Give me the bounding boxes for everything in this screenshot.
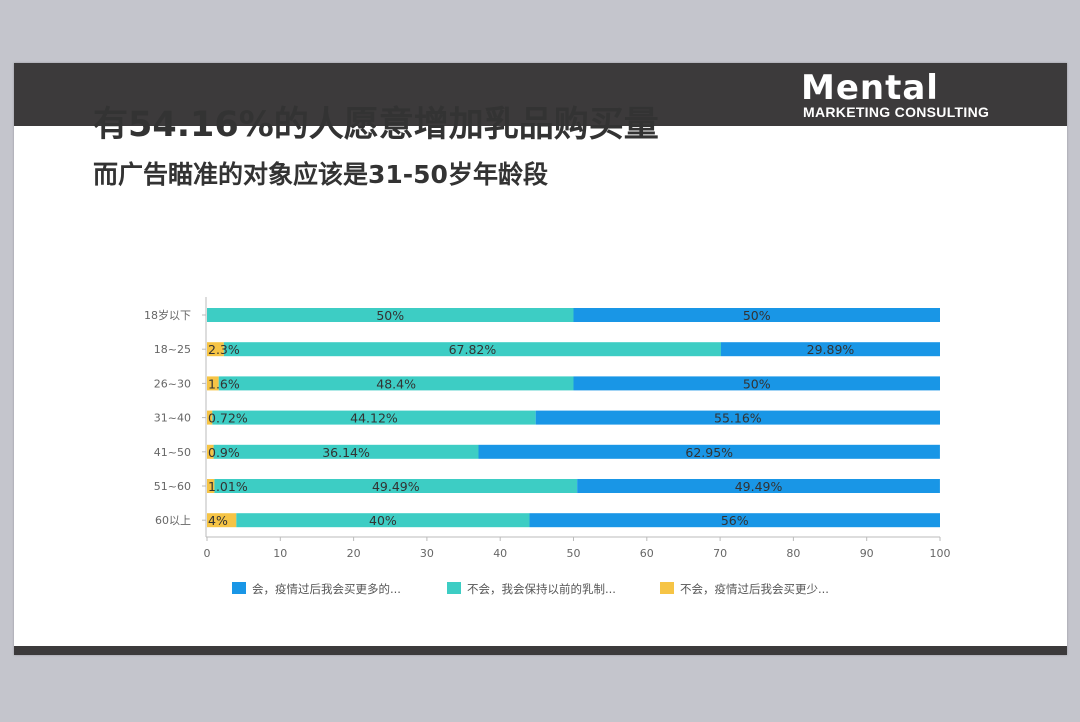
category-label: 18~25 [154, 343, 191, 356]
bar-segment [223, 342, 721, 357]
data-label: 0.72% [208, 411, 248, 426]
data-label: 55.16% [714, 411, 762, 426]
slide-title: 有54.16%的人愿意增加乳品购买量 [93, 105, 659, 145]
bar-segment [577, 479, 940, 493]
bar-segment [214, 479, 578, 493]
brand-name: Mental [801, 68, 939, 108]
category-label: 41~50 [154, 446, 191, 459]
x-tick-label: 0 [204, 547, 211, 560]
x-tick-label: 10 [273, 547, 287, 560]
bar-segment [535, 410, 940, 425]
data-label: 2.3% [208, 342, 240, 357]
data-label: 40% [369, 513, 397, 528]
bar-segment [213, 444, 479, 459]
x-tick-label: 70 [713, 547, 727, 560]
x-tick-label: 40 [493, 547, 507, 560]
slide-subtitle: 而广告瞄准的对象应该是31-50岁年龄段 [93, 160, 548, 189]
bar-segment [207, 376, 219, 391]
bar-segment [207, 444, 214, 459]
bar-segment [207, 479, 215, 493]
legend-swatch [660, 582, 674, 594]
data-label: 4% [208, 513, 228, 528]
data-label: 48.4% [376, 376, 416, 391]
labels-layer: 50% 50% 2.3% 67.82% 29.89% 1.6% 48.4% 50% 0.72% 4… [208, 308, 854, 528]
bars-layer [207, 308, 940, 528]
x-tick-label: 60 [640, 547, 654, 560]
category-label: 26~30 [154, 377, 191, 390]
legend-label: 不会，我会保持以前的乳制... [467, 582, 616, 596]
data-label: 36.14% [322, 445, 370, 460]
chart-legend: 会，疫情过后我会买更多的... 不会，我会保持以前的乳制... 不会，疫情过后我会买… [232, 582, 829, 596]
brand-logo: Mental MARKETING CONSULTING [801, 70, 1011, 122]
data-label: 0.9% [208, 445, 240, 460]
data-label: 62.95% [685, 445, 733, 460]
header-bar [14, 63, 1067, 126]
x-tick-label: 100 [930, 547, 951, 560]
axis-layer: 0 10 20 30 40 50 60 70 80 90 100 18岁以下 18~25 26~30 31~… [144, 297, 951, 560]
data-label: 49.49% [372, 479, 420, 494]
bar-segment [720, 342, 940, 357]
x-tick-label: 30 [420, 547, 434, 560]
category-label: 51~60 [154, 480, 191, 493]
legend-label: 会，疫情过后我会买更多的... [252, 582, 401, 596]
bar-segment [478, 444, 940, 459]
data-label: 67.82% [449, 342, 497, 357]
data-label: 29.89% [807, 342, 855, 357]
bar-segment [218, 376, 574, 391]
bar-segment [573, 308, 940, 322]
x-tick-label: 50 [567, 547, 581, 560]
data-label: 50% [743, 308, 771, 323]
bar-segment [573, 376, 940, 391]
bar-segment [207, 410, 213, 425]
x-tick-label: 20 [347, 547, 361, 560]
legend-swatch [447, 582, 461, 594]
category-label: 18岁以下 [144, 308, 191, 322]
category-label: 60以上 [155, 514, 191, 527]
bar-segment [212, 410, 536, 425]
bar-segment [529, 513, 940, 528]
bar-segment [207, 308, 574, 322]
legend-swatch [232, 582, 246, 594]
data-label: 49.49% [735, 479, 783, 494]
legend-label: 不会，疫情过后我会买更少... [680, 582, 829, 596]
brand-tagline: MARKETING CONSULTING [803, 104, 990, 120]
data-label: 1.6% [208, 376, 240, 391]
data-label: 50% [376, 308, 404, 323]
category-label: 31~40 [154, 412, 191, 425]
slide: Mental MARKETING CONSULTING [14, 63, 1067, 655]
data-label: 50% [743, 376, 771, 391]
data-label: 44.12% [350, 411, 398, 426]
data-label: 1.01% [208, 479, 248, 494]
bar-segment [207, 513, 237, 528]
x-tick-label: 90 [860, 547, 874, 560]
bar-segment [236, 513, 530, 528]
x-tick-label: 80 [786, 547, 800, 560]
data-label: 56% [721, 513, 749, 528]
bar-segment [207, 342, 224, 357]
footer-bar [14, 646, 1067, 655]
